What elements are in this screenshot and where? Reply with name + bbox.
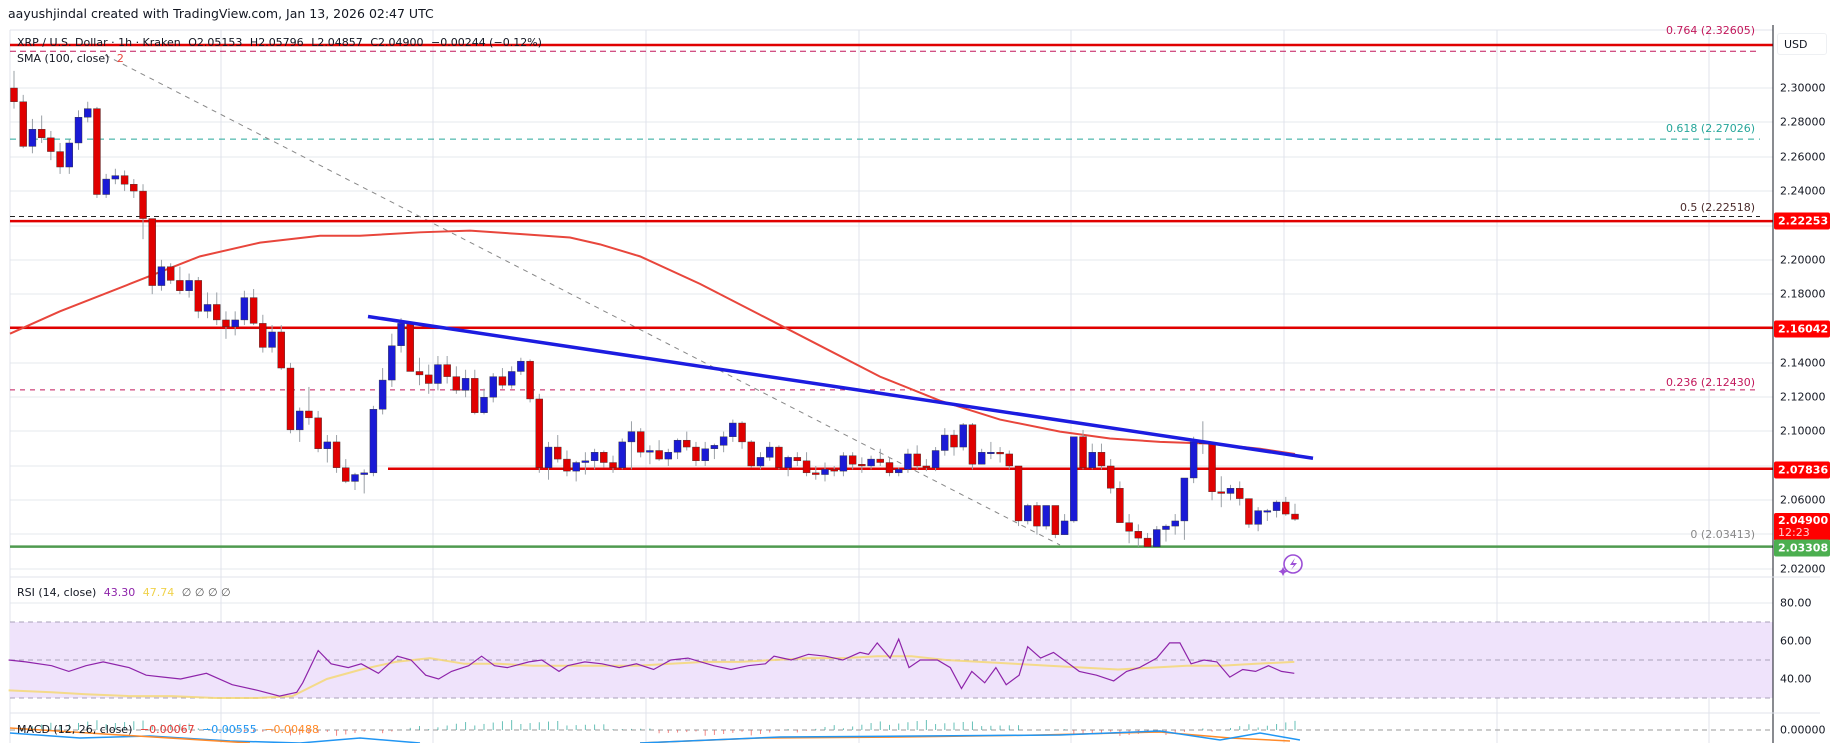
resistance-tag-1: 2.22253 bbox=[1774, 212, 1830, 230]
support-tag: 2.03308 bbox=[1774, 539, 1830, 557]
candles bbox=[10, 70, 1299, 547]
fib-label-05: 0.5 (2.22518) bbox=[1679, 201, 1755, 214]
fib-label-0618: 0.618 (2.27026) bbox=[1665, 122, 1755, 135]
sma-legend[interactable]: SMA (100, close) 2 bbox=[17, 52, 128, 65]
price-tick: 2.20000 bbox=[1780, 253, 1826, 267]
macd-lines bbox=[9, 720, 1301, 743]
sma-value: 2 bbox=[116, 52, 124, 65]
ohlc-low: L2.04857 bbox=[311, 36, 363, 49]
rsi-tick: 60.00 bbox=[1780, 634, 1812, 648]
fib-label-0236: 0.236 (2.12430) bbox=[1665, 376, 1755, 389]
price-tick: 2.24000 bbox=[1780, 184, 1826, 198]
resistance-tag-3: 2.07836 bbox=[1774, 461, 1830, 479]
last-price: 2.04900 bbox=[1778, 514, 1829, 527]
macd-signal-value: −0.00488 bbox=[264, 723, 320, 736]
chart-credit: aayushjindal created with TradingView.co… bbox=[8, 6, 434, 21]
price-tick: 2.18000 bbox=[1780, 287, 1826, 301]
fib-label-0764: 0.764 (2.32605) bbox=[1665, 24, 1755, 37]
rsi-tick: 40.00 bbox=[1780, 672, 1812, 686]
horizontal-levels bbox=[10, 43, 1773, 548]
sma-line bbox=[9, 229, 1296, 455]
rsi-label: RSI (14, close) bbox=[17, 586, 97, 599]
rsi-lines bbox=[8, 637, 1295, 699]
macd-label: MACD (12, 26, close) bbox=[17, 723, 133, 736]
currency-button[interactable]: USD bbox=[1777, 33, 1827, 55]
rsi-band bbox=[10, 621, 1773, 731]
rsi-ma-value: 47.74 bbox=[142, 586, 175, 599]
bar-countdown: 12:23 bbox=[1778, 526, 1810, 539]
rsi-value: 43.30 bbox=[103, 586, 136, 599]
macd-line-value: −0.00555 bbox=[202, 723, 257, 736]
price-tick: 2.12000 bbox=[1780, 390, 1826, 404]
macd-hist-value: −0.00067 bbox=[139, 723, 195, 736]
resistance-tag-2: 2.16042 bbox=[1774, 320, 1830, 338]
symbol-name: XRP / U.S. Dollar · 1h · Kraken bbox=[17, 36, 181, 49]
ohlc-open: O2.05153 bbox=[188, 36, 243, 49]
macd-tick: 0.00000 bbox=[1780, 723, 1826, 737]
flash-icon[interactable] bbox=[1278, 554, 1303, 576]
sma-label: SMA (100, close) bbox=[17, 52, 110, 65]
symbol-legend[interactable]: XRP / U.S. Dollar · 1h · Kraken O2.05153… bbox=[17, 36, 546, 49]
price-tick: 2.28000 bbox=[1780, 115, 1826, 129]
rsi-tick: 80.00 bbox=[1780, 596, 1812, 610]
price-tick: 2.06000 bbox=[1780, 493, 1826, 507]
price-tick: 2.02000 bbox=[1780, 562, 1826, 576]
rsi-legend[interactable]: RSI (14, close) 43.30 47.74 ∅ ∅ ∅ ∅ bbox=[17, 586, 235, 599]
price-tick: 2.14000 bbox=[1780, 356, 1826, 370]
fib-label-0: 0 (2.03413) bbox=[1690, 528, 1755, 541]
price-tick: 2.10000 bbox=[1780, 424, 1826, 438]
fib-retracement bbox=[10, 50, 1760, 546]
trendline bbox=[367, 314, 1314, 460]
ohlc-close: C2.04900 bbox=[370, 36, 424, 49]
rsi-extra: ∅ ∅ ∅ ∅ bbox=[181, 586, 231, 599]
price-tick: 2.30000 bbox=[1780, 81, 1826, 95]
macd-legend[interactable]: MACD (12, 26, close) −0.00067 −0.00555 −… bbox=[17, 723, 323, 736]
ohlc-high: H2.05796 bbox=[249, 36, 304, 49]
ohlc-change: −0.00244 (−0.12%) bbox=[430, 36, 542, 49]
price-tick: 2.26000 bbox=[1780, 150, 1826, 164]
last-price-tag: 2.04900 12:23 bbox=[1774, 513, 1830, 541]
